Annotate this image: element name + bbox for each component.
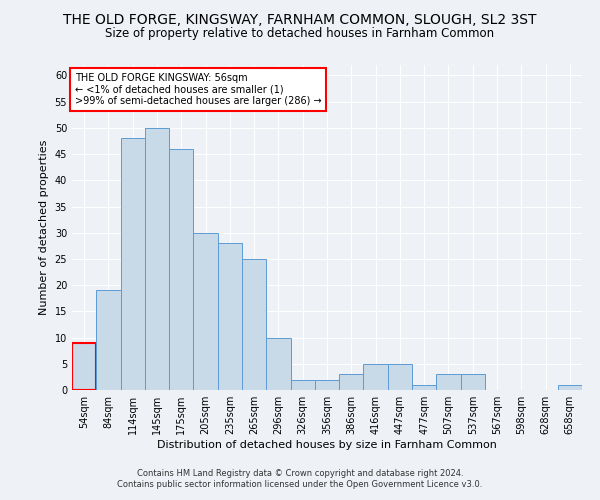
Bar	[461, 374, 485, 390]
Bar	[436, 374, 461, 390]
Bar	[315, 380, 339, 390]
Bar	[558, 385, 582, 390]
Text: THE OLD FORGE, KINGSWAY, FARNHAM COMMON, SLOUGH, SL2 3ST: THE OLD FORGE, KINGSWAY, FARNHAM COMMON,…	[63, 12, 537, 26]
Bar	[290, 380, 315, 390]
Bar	[364, 364, 388, 390]
Bar	[145, 128, 169, 390]
Text: Size of property relative to detached houses in Farnham Common: Size of property relative to detached ho…	[106, 28, 494, 40]
Bar	[412, 385, 436, 390]
Text: Contains public sector information licensed under the Open Government Licence v3: Contains public sector information licen…	[118, 480, 482, 489]
Bar	[218, 243, 242, 390]
X-axis label: Distribution of detached houses by size in Farnham Common: Distribution of detached houses by size …	[157, 440, 497, 450]
Bar	[193, 232, 218, 390]
Bar	[121, 138, 145, 390]
Bar	[72, 343, 96, 390]
Y-axis label: Number of detached properties: Number of detached properties	[39, 140, 49, 315]
Text: THE OLD FORGE KINGSWAY: 56sqm
← <1% of detached houses are smaller (1)
>99% of s: THE OLD FORGE KINGSWAY: 56sqm ← <1% of d…	[74, 73, 321, 106]
Text: Contains HM Land Registry data © Crown copyright and database right 2024.: Contains HM Land Registry data © Crown c…	[137, 468, 463, 477]
Bar	[96, 290, 121, 390]
Bar	[169, 149, 193, 390]
Bar	[339, 374, 364, 390]
Bar	[242, 259, 266, 390]
Bar	[266, 338, 290, 390]
Bar	[388, 364, 412, 390]
